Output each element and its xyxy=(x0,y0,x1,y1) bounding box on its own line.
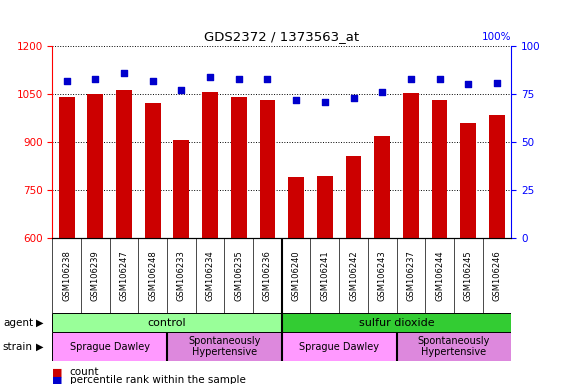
Text: GSM106241: GSM106241 xyxy=(320,250,329,301)
Text: GSM106246: GSM106246 xyxy=(493,250,501,301)
Text: ▶: ▶ xyxy=(36,342,44,352)
Text: GSM106244: GSM106244 xyxy=(435,250,444,301)
Bar xyxy=(52,313,282,332)
Title: GDS2372 / 1373563_at: GDS2372 / 1373563_at xyxy=(205,30,359,43)
Text: GSM106245: GSM106245 xyxy=(464,250,473,301)
Point xyxy=(492,79,501,86)
Text: control: control xyxy=(148,318,187,328)
Bar xyxy=(432,100,447,238)
Text: 100%: 100% xyxy=(482,32,511,42)
Bar xyxy=(59,97,74,238)
Text: GSM106236: GSM106236 xyxy=(263,250,272,301)
Point xyxy=(62,78,71,84)
Point xyxy=(148,78,157,84)
Point xyxy=(320,99,329,105)
Text: count: count xyxy=(70,367,99,377)
Text: GSM106242: GSM106242 xyxy=(349,250,358,301)
Point xyxy=(292,97,301,103)
Bar xyxy=(52,332,167,361)
Text: strain: strain xyxy=(3,342,33,352)
Text: GSM106234: GSM106234 xyxy=(206,250,214,301)
Bar xyxy=(288,177,304,238)
Text: GSM106243: GSM106243 xyxy=(378,250,387,301)
Bar xyxy=(460,123,476,238)
Bar xyxy=(346,156,361,238)
Text: Spontaneously
Hypertensive: Spontaneously Hypertensive xyxy=(188,336,261,358)
Text: sulfur dioxide: sulfur dioxide xyxy=(358,318,435,328)
Text: ■: ■ xyxy=(52,375,63,384)
Point xyxy=(435,76,444,82)
Bar xyxy=(202,92,218,238)
Text: Sprague Dawley: Sprague Dawley xyxy=(70,341,150,352)
Text: Spontaneously
Hypertensive: Spontaneously Hypertensive xyxy=(418,336,490,358)
Bar xyxy=(145,103,160,238)
Bar xyxy=(282,332,397,361)
Point xyxy=(234,76,243,82)
Point xyxy=(91,76,100,82)
Text: GSM106240: GSM106240 xyxy=(292,250,300,301)
Point xyxy=(177,87,186,93)
Text: GSM106248: GSM106248 xyxy=(148,250,157,301)
Bar xyxy=(397,332,511,361)
Point xyxy=(464,81,473,88)
Text: ▶: ▶ xyxy=(36,318,44,328)
Text: GSM106233: GSM106233 xyxy=(177,250,186,301)
Bar xyxy=(403,93,419,238)
Text: percentile rank within the sample: percentile rank within the sample xyxy=(70,375,246,384)
Point xyxy=(119,70,128,76)
Bar xyxy=(167,332,282,361)
Bar xyxy=(116,90,132,238)
Bar xyxy=(282,313,511,332)
Bar xyxy=(317,176,333,238)
Text: GSM106239: GSM106239 xyxy=(91,250,100,301)
Text: Sprague Dawley: Sprague Dawley xyxy=(299,341,379,352)
Bar xyxy=(260,100,275,238)
Point xyxy=(378,89,387,95)
Text: GSM106237: GSM106237 xyxy=(406,250,415,301)
Text: GSM106238: GSM106238 xyxy=(62,250,71,301)
Text: GSM106235: GSM106235 xyxy=(234,250,243,301)
Point xyxy=(406,76,415,82)
Bar xyxy=(489,115,505,238)
Text: GSM106247: GSM106247 xyxy=(120,250,128,301)
Bar xyxy=(231,97,247,238)
Bar xyxy=(174,141,189,238)
Point xyxy=(206,74,215,80)
Bar xyxy=(374,136,390,238)
Text: agent: agent xyxy=(3,318,33,328)
Text: ■: ■ xyxy=(52,367,63,377)
Point xyxy=(263,76,272,82)
Point xyxy=(349,95,358,101)
Bar xyxy=(87,94,103,238)
